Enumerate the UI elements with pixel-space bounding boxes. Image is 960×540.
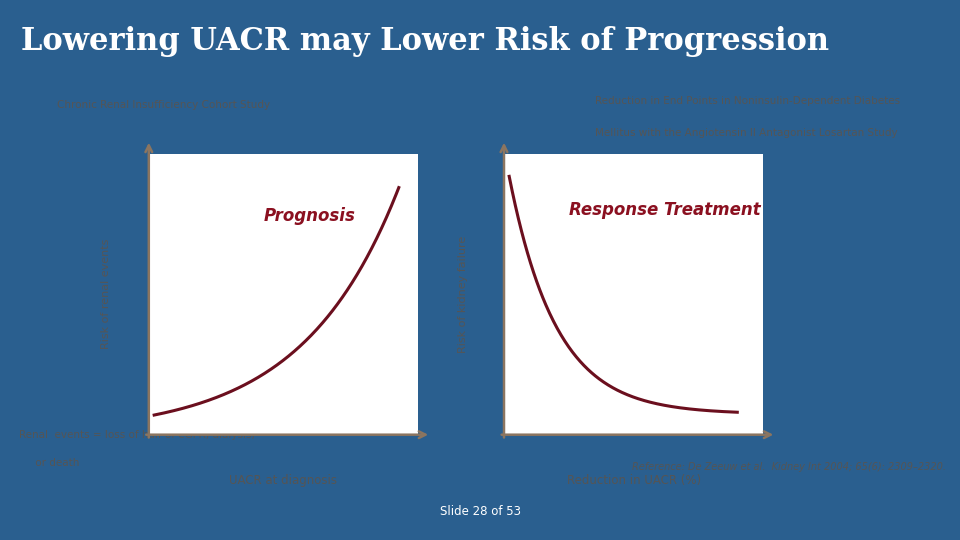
Text: Mellitus with the Angiotensin II Antagonist Losartan Study: Mellitus with the Angiotensin II Antagon… (595, 128, 898, 138)
Text: UACR at diagnosis: UACR at diagnosis (229, 474, 337, 487)
Text: or death: or death (19, 458, 80, 468)
Text: Response Treatment: Response Treatment (569, 201, 760, 219)
Text: Chronic Renal Insufficiency Cohort Study: Chronic Renal Insufficiency Cohort Study (57, 100, 270, 110)
Text: Reduction in End Points in Noninsulin-Dependent Diabetes: Reduction in End Points in Noninsulin-De… (595, 96, 900, 106)
Text: Reduction in UACR (%): Reduction in UACR (%) (566, 474, 701, 487)
Text: Risk of renal events: Risk of renal events (101, 239, 110, 349)
Text: Slide 28 of 53: Slide 28 of 53 (440, 505, 520, 518)
Text: Lowering UACR may Lower Risk of Progression: Lowering UACR may Lower Risk of Progress… (21, 26, 829, 57)
Text: Reference: De Zeeuw et al.  Kidney Int 2004; 65(6): 2309–2320.: Reference: De Zeeuw et al. Kidney Int 20… (632, 462, 946, 472)
Text: Renal  events = loss of half of eGFR, dialysis,: Renal events = loss of half of eGFR, dia… (19, 430, 255, 440)
Text: Prognosis: Prognosis (264, 207, 356, 225)
Text: Risk of kidney failure: Risk of kidney failure (458, 235, 468, 353)
